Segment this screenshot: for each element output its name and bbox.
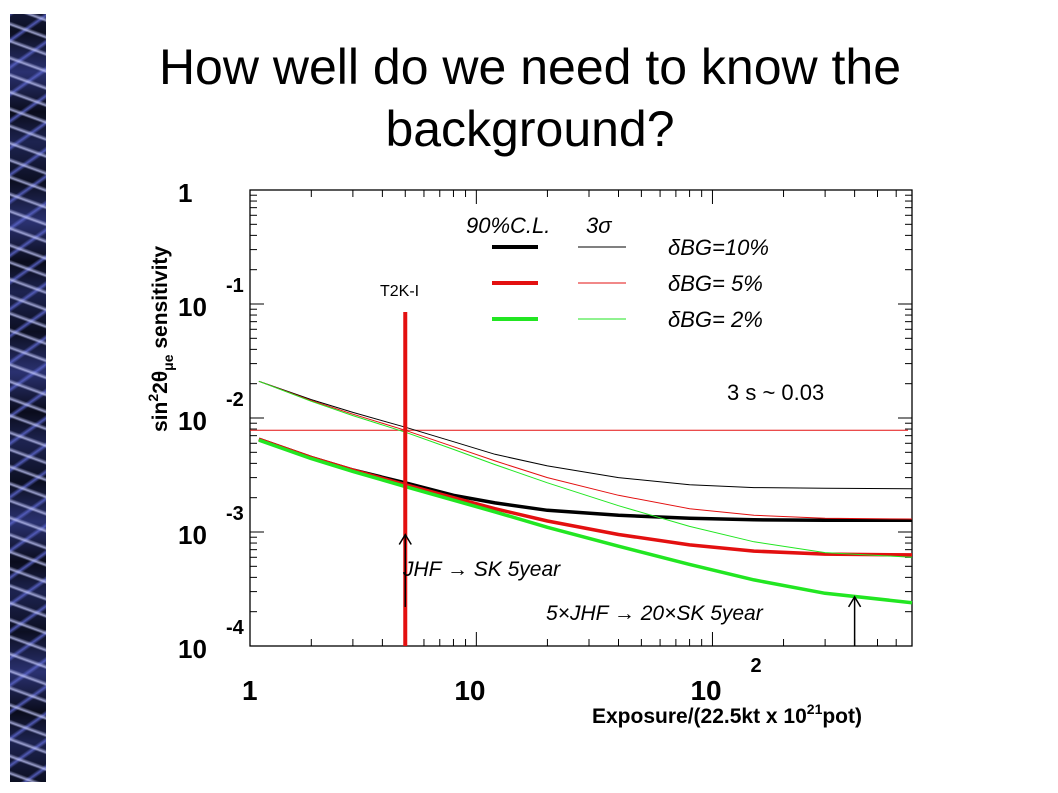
y-tick-label: 10 -2: [178, 389, 244, 436]
y-tick-label-base: 1: [178, 178, 192, 208]
legend-header-sigma: 3σ: [586, 213, 612, 238]
y-tick-label: 10 -1: [178, 275, 244, 322]
y-axis-label: sin22θμe sensitivity: [145, 246, 176, 432]
x-tick-label-exponent: 2: [750, 655, 761, 677]
y-tick-label-base: 10: [178, 406, 207, 436]
y-tick-label-base: 10: [178, 634, 207, 664]
annotation-arrow-head: [847, 595, 862, 608]
plot-frame: [249, 189, 913, 647]
annotation-label: JHF → SK 5year: [402, 558, 561, 581]
y-tick-label: 10 -4: [178, 617, 245, 664]
series-line-3sigma: [258, 380, 913, 490]
legend-entry-label: δBG= 2%: [668, 307, 763, 332]
annotation-arrow-head: [398, 533, 412, 545]
series-line-3sigma: [258, 380, 913, 558]
series-line-90cl: [258, 438, 913, 605]
y-tick-label-exponent: -3: [226, 503, 244, 525]
reference-line-label: 3 s ~ 0.03: [727, 380, 824, 405]
x-tick-label-base: 10: [454, 675, 485, 706]
y-tick-label-base: 10: [178, 520, 207, 550]
x-tick-label: 1: [242, 675, 258, 706]
legend-entry-label: δBG= 5%: [668, 271, 763, 296]
y-tick-label-exponent: -1: [226, 275, 244, 297]
x-tick-label: 10: [454, 675, 485, 706]
annotation-label: 5×JHF → 20×SK 5year: [546, 602, 764, 625]
legend-entry-label: δBG=10%: [668, 235, 769, 260]
slide-title: How well do we need to know the backgrou…: [158, 39, 902, 157]
y-tick-label-exponent: -2: [226, 389, 244, 411]
y-tick-label-exponent: -4: [226, 617, 245, 639]
x-tick-label-base: 1: [242, 675, 258, 706]
legend-header-cl: 90%C.L.: [466, 213, 550, 238]
x-axis-label: Exposure/(22.5kt x 1021pot): [592, 701, 862, 728]
y-tick-label: 1: [178, 178, 192, 208]
decorative-side-strip: [10, 14, 46, 782]
series-line-90cl: [258, 437, 912, 522]
t2k-marker-label: T2K-I: [380, 283, 419, 300]
series-line-3sigma: [258, 380, 913, 520]
x-tick-label-base: 10: [690, 675, 721, 706]
x-tick-label: 10 2: [690, 655, 761, 706]
y-tick-label-base: 10: [178, 292, 207, 322]
y-tick-label: 10 -3: [178, 503, 244, 550]
